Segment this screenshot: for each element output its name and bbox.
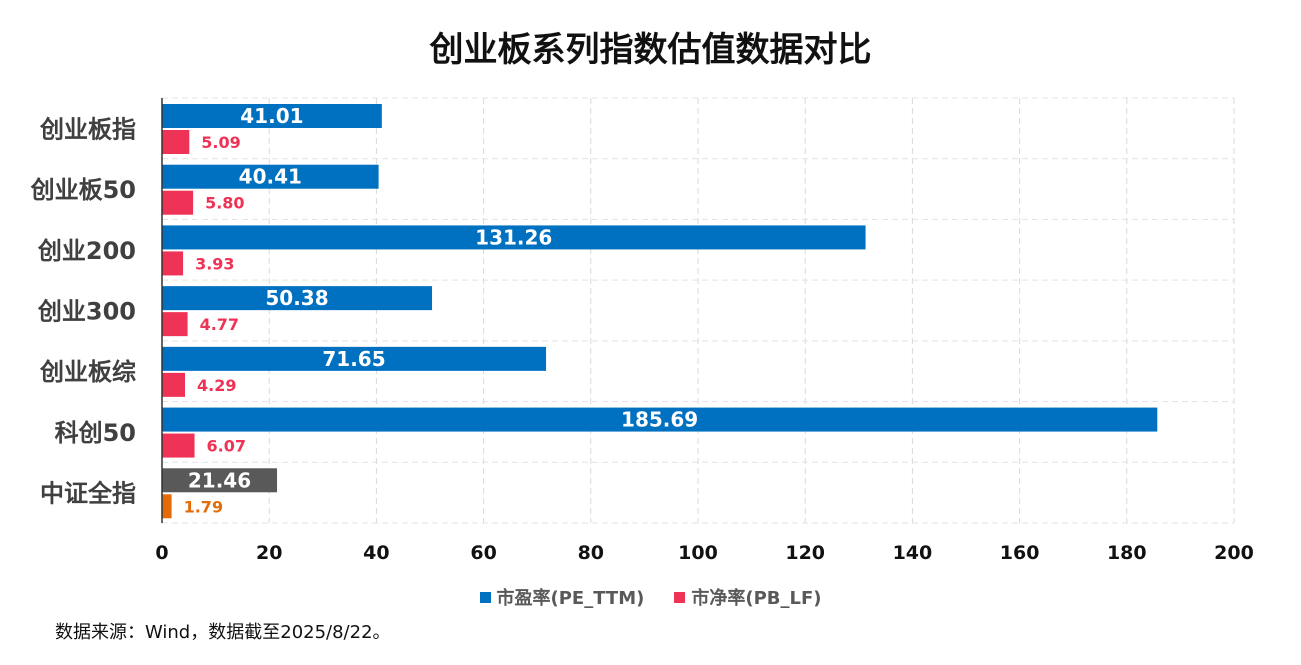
- x-tick-label: 20: [256, 542, 282, 564]
- data-label-pb: 5.09: [201, 133, 240, 152]
- x-tick-label: 160: [1000, 542, 1040, 564]
- x-tick-label: 140: [893, 542, 933, 564]
- data-label-pe: 40.41: [239, 165, 302, 189]
- data-label-pb: 5.80: [205, 194, 244, 213]
- x-tick-label: 0: [155, 542, 168, 564]
- bar-pe: [162, 164, 379, 189]
- data-label-pe: 50.38: [265, 286, 328, 310]
- legend-label-pe: 市盈率(PE_TTM): [496, 588, 645, 609]
- bar-pb: [162, 494, 172, 519]
- legend-item-pb: 市净率(PB_LF): [674, 584, 821, 610]
- data-label-pe: 41.01: [240, 104, 303, 128]
- legend-swatch-pe: [479, 591, 491, 603]
- source-footnote: 数据来源：Wind，数据截至2025/8/22。: [55, 622, 391, 643]
- data-label-pe: 71.65: [322, 347, 385, 371]
- y-category-label: 创业200: [37, 237, 136, 265]
- bar-pb: [162, 372, 185, 397]
- x-tick-label: 200: [1214, 542, 1254, 564]
- legend: 市盈率(PE_TTM) 市净率(PB_LF): [0, 584, 1301, 610]
- data-label-pb: 4.29: [197, 376, 236, 395]
- y-category-label: 创业板综: [39, 358, 136, 386]
- data-label-pb: 3.93: [195, 254, 234, 273]
- bar-pb: [162, 190, 194, 215]
- bar-pe: [162, 286, 433, 311]
- bar-pe: [162, 346, 547, 371]
- bars: [162, 104, 1158, 519]
- bar-pe: [162, 104, 382, 128]
- data-labels: 41.015.09 40.41 5.80 131.26 3.93 50.38 4.77 71.…: [184, 104, 699, 516]
- bar-pb: [162, 130, 190, 154]
- legend-label-pb: 市净率(PB_LF): [691, 588, 822, 609]
- legend-swatch-pb: [674, 591, 686, 603]
- x-tick-label: 180: [1107, 542, 1147, 564]
- x-tick-label: 60: [470, 542, 496, 564]
- x-tick-label: 40: [363, 542, 389, 564]
- y-category-label: 创业300: [37, 298, 136, 326]
- legend-item-pe: 市盈率(PE_TTM): [479, 584, 645, 610]
- data-label-pe: 131.26: [475, 225, 552, 249]
- data-label-pe: 21.46: [188, 468, 251, 492]
- x-tick-label: 120: [785, 542, 825, 564]
- y-category-label: 中证全指: [40, 480, 136, 508]
- bar-pe: [162, 407, 1158, 432]
- x-tick-label: 80: [578, 542, 604, 564]
- data-label-pb: 1.79: [184, 497, 223, 516]
- bar-pe: [162, 468, 278, 493]
- bar-pb: [162, 433, 195, 458]
- grid-lines: [162, 97, 1235, 524]
- y-category-label: 科创50: [55, 419, 136, 447]
- y-category-label: 创业板50: [30, 176, 136, 204]
- bar-pb: [162, 312, 188, 337]
- y-category-label: 创业板指: [39, 115, 136, 143]
- bar-pe: [162, 225, 866, 250]
- data-label-pb: 4.77: [200, 315, 239, 334]
- x-tick-label: 100: [678, 542, 718, 564]
- data-label-pe: 185.69: [621, 408, 698, 432]
- data-label-pb: 6.07: [207, 437, 246, 456]
- chart-title: 创业板系列指数估值数据对比: [429, 30, 872, 70]
- bar-pb: [162, 251, 184, 276]
